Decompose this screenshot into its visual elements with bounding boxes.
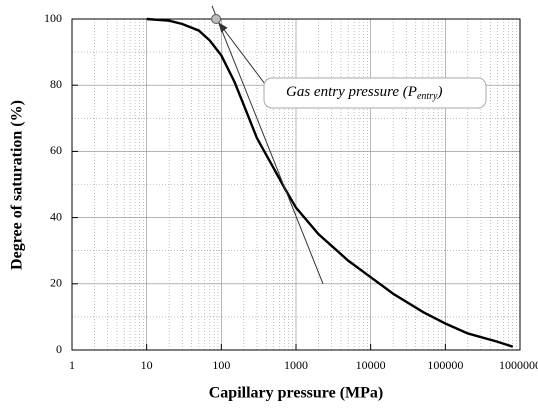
annotation-suffix: ) xyxy=(437,84,443,100)
y-axis-title: Degree of saturation (%) xyxy=(9,100,26,270)
annotation-box xyxy=(263,77,487,109)
y-tick-label: 20 xyxy=(50,276,62,290)
y-tick-label: 0 xyxy=(56,342,62,356)
x-tick-label: 1000000 xyxy=(499,358,538,372)
annotation: Gas entry pressure (Pentry) xyxy=(286,84,443,102)
y-tick-label: 100 xyxy=(44,11,62,25)
x-axis-title: Capillary pressure (MPa) xyxy=(209,385,384,402)
y-tick-label: 60 xyxy=(50,143,62,157)
point xyxy=(211,14,222,24)
annotation-text: Gas entry pressure (P xyxy=(286,84,417,100)
y-tick-label: 40 xyxy=(50,209,62,223)
marks xyxy=(146,5,514,348)
y-tick-label: 80 xyxy=(50,77,62,91)
line xyxy=(211,5,324,284)
x-tick-label: 1000 xyxy=(284,358,308,372)
x-tick-label: 10 xyxy=(141,358,153,372)
line xyxy=(146,17,514,348)
annotation-subscript: entry xyxy=(417,91,438,102)
x-tick-label: 10000 xyxy=(356,358,386,372)
x-tick-label: 100000 xyxy=(427,358,463,372)
x-tick-label: 100 xyxy=(212,358,230,372)
grid xyxy=(71,18,521,351)
annotation-arrow xyxy=(218,22,269,89)
x-tick-label: 1 xyxy=(69,358,75,372)
